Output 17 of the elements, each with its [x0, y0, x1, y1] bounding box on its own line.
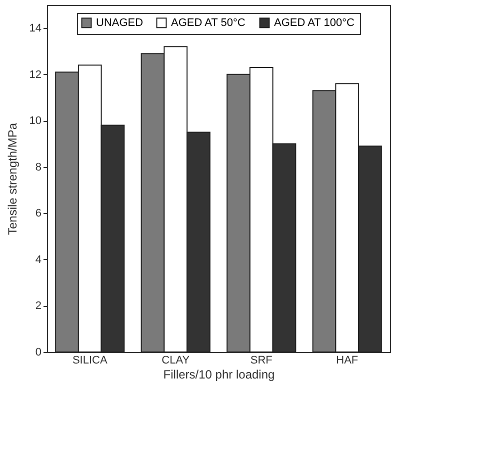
y-tick-label: 6	[35, 208, 42, 220]
legend-label: AGED AT 100°C	[274, 16, 354, 29]
legend-label: AGED AT 50°C	[171, 16, 246, 29]
y-tick-label: 10	[29, 115, 42, 128]
x-axis-title: Fillers/10 phr loading	[163, 368, 275, 382]
x-tick-label: HAF	[336, 354, 358, 366]
y-tick-label: 4	[35, 254, 42, 266]
y-axis-title: Tensile strength/MPa	[5, 122, 20, 236]
y-tick-label: 0	[35, 346, 42, 358]
x-tick-label: CLAY	[162, 354, 190, 366]
x-tick-label: SILICA	[72, 354, 108, 366]
y-tick-label: 12	[29, 68, 42, 81]
legend-label: UNAGED	[96, 16, 144, 29]
y-tick-label: 8	[35, 161, 42, 174]
y-tick-label: 2	[35, 300, 42, 312]
x-tick-label: SRF	[250, 354, 273, 366]
y-tick-label: 14	[29, 22, 42, 35]
